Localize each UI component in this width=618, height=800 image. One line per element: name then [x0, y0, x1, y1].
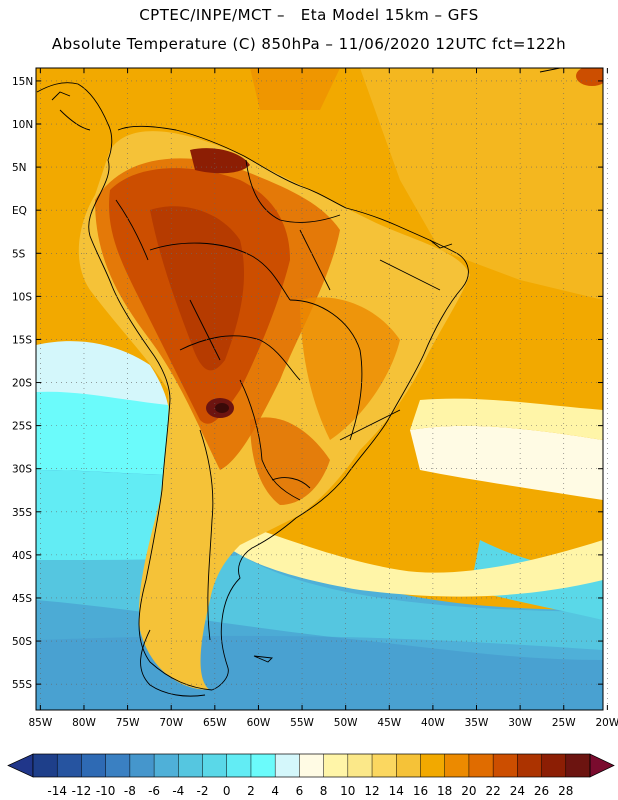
legend-swatch	[347, 754, 373, 777]
legend-swatch	[275, 754, 300, 777]
legend-label: 10	[340, 784, 355, 798]
color-legend	[7, 753, 615, 778]
legend-swatch	[468, 754, 494, 777]
legend-swatch	[226, 754, 252, 777]
legend-arrow-right	[589, 753, 615, 778]
lat-label: 15S	[12, 334, 32, 346]
legend-swatch	[250, 754, 276, 777]
legend-swatch	[33, 754, 58, 777]
legend-label: 24	[510, 784, 525, 798]
lat-label: 25S	[12, 421, 32, 433]
legend-swatch	[372, 754, 397, 777]
lon-label: 75W	[116, 717, 140, 729]
legend-swatch	[493, 754, 518, 777]
lat-label: 50S	[12, 636, 32, 648]
legend-swatch	[105, 754, 131, 777]
legend-label: -8	[124, 784, 136, 798]
lat-label: 45S	[12, 593, 32, 605]
lon-label: 30W	[508, 717, 532, 729]
legend-label: 4	[271, 784, 279, 798]
legend-swatch	[396, 754, 421, 777]
lon-label: 25W	[552, 717, 576, 729]
legend-swatch	[541, 754, 567, 777]
lon-label: 20W	[595, 717, 618, 729]
legend-label: 16	[413, 784, 428, 798]
legend-label: -10	[96, 784, 116, 798]
legend-label: -4	[172, 784, 184, 798]
legend-swatch	[178, 754, 203, 777]
map-frame	[35, 67, 604, 711]
legend-swatch	[202, 754, 228, 777]
legend-label: 18	[437, 784, 452, 798]
legend-arrow-left	[7, 753, 34, 778]
legend-swatch	[81, 754, 106, 777]
title-line-1: CPTEC/INPE/MCT – Eta Model 15km – GFS	[139, 6, 479, 24]
lat-label: 40S	[12, 550, 32, 562]
legend-swatch	[517, 754, 542, 777]
lat-label: 10N	[12, 119, 33, 131]
lon-label: 55W	[290, 717, 314, 729]
legend-label: 26	[534, 784, 549, 798]
legend-swatch	[323, 754, 349, 777]
legend-label: -2	[197, 784, 209, 798]
legend-label: 0	[223, 784, 231, 798]
lon-label: 80W	[72, 717, 96, 729]
lat-label: 10S	[12, 291, 32, 303]
lat-label: 5N	[12, 162, 27, 174]
lon-label: 40W	[421, 717, 445, 729]
coastline	[36, 68, 561, 697]
legend-label: 22	[485, 784, 500, 798]
lon-label: 50W	[334, 717, 358, 729]
legend-swatch	[444, 754, 470, 777]
legend-label: -12	[72, 784, 92, 798]
legend-swatch	[299, 754, 324, 777]
legend-label: -14	[47, 784, 67, 798]
lon-label: 70W	[159, 717, 183, 729]
lon-label: 85W	[28, 717, 52, 729]
legend-swatch	[565, 754, 591, 777]
lat-label: 20S	[12, 378, 32, 390]
legend-swatch	[57, 754, 82, 777]
legend-label: 6	[296, 784, 304, 798]
legend-swatch	[420, 754, 445, 777]
title-line-2: Absolute Temperature (C) 850hPa – 11/06/…	[51, 35, 567, 53]
lat-label: 55S	[12, 679, 32, 691]
lat-label: 5S	[12, 248, 26, 260]
legend-label: 28	[558, 784, 573, 798]
lon-label: 65W	[203, 717, 227, 729]
legend-label: 2	[247, 784, 255, 798]
legend-label: 12	[364, 784, 379, 798]
lat-label: 30S	[12, 464, 32, 476]
lat-label: EQ	[12, 205, 27, 217]
legend-label: -6	[148, 784, 160, 798]
lat-label: 15N	[12, 76, 33, 88]
lon-label: 35W	[465, 717, 489, 729]
lat-label: 35S	[12, 507, 32, 519]
legend-swatch	[154, 754, 179, 777]
legend-swatch	[129, 754, 155, 777]
legend-label: 14	[389, 784, 404, 798]
legend-label: 8	[320, 784, 328, 798]
lon-label: 60W	[247, 717, 271, 729]
lon-label: 45W	[377, 717, 401, 729]
legend-label: 20	[461, 784, 476, 798]
